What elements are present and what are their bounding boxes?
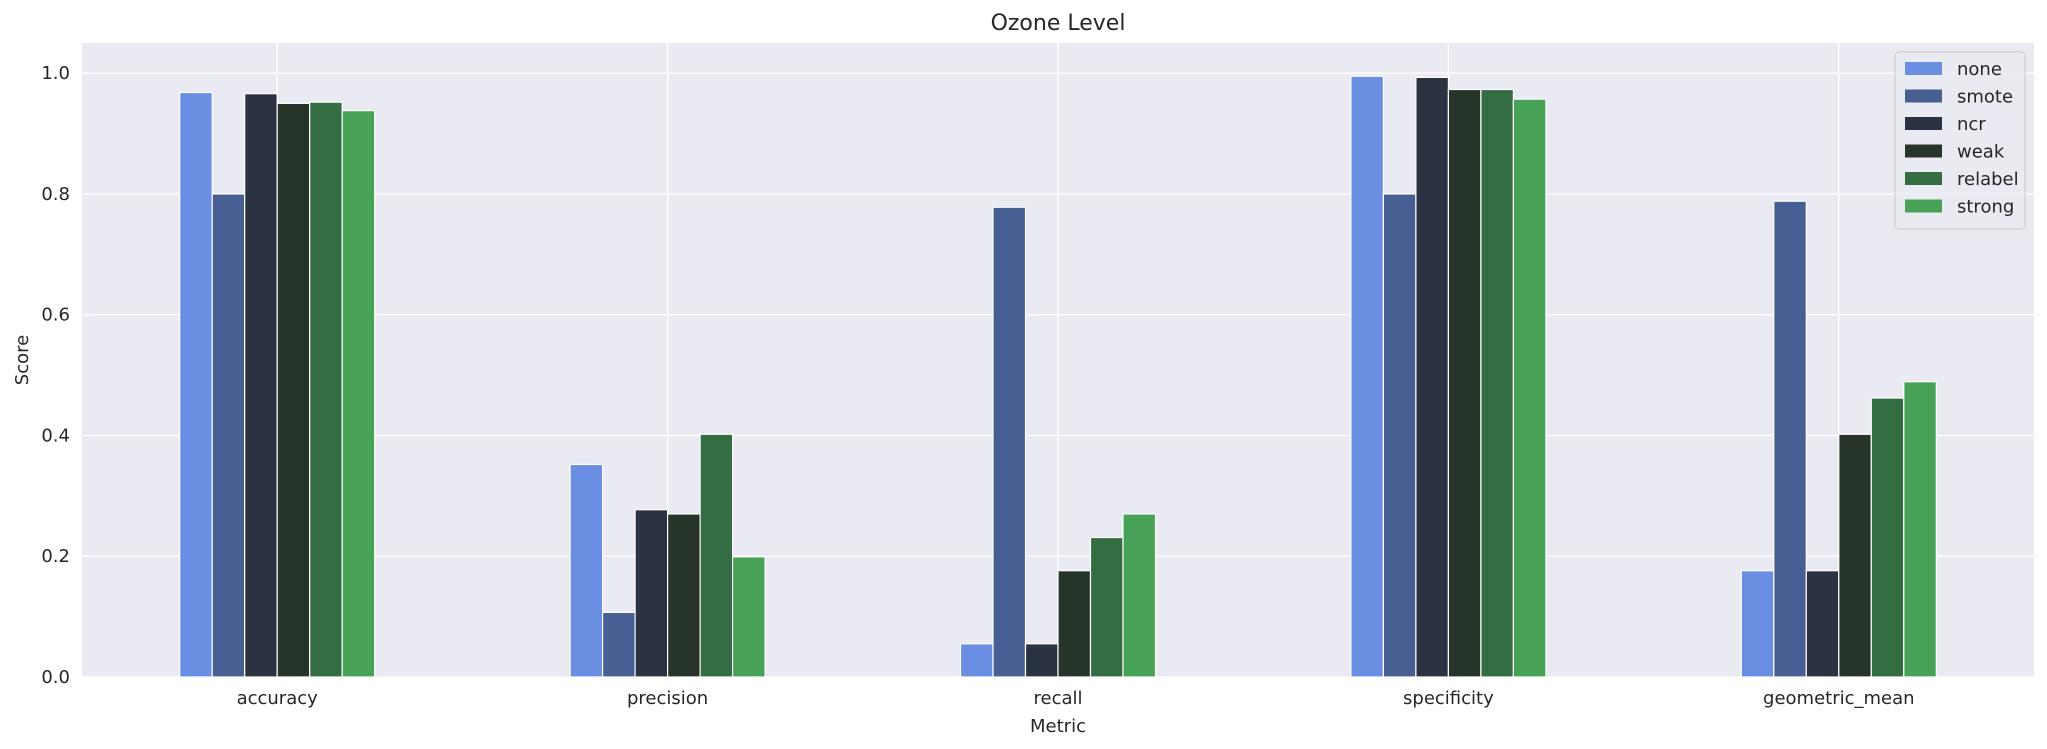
- y-tick-label: 0.8: [41, 184, 70, 205]
- bar-ncr-geometric_mean: [1805, 570, 1840, 678]
- bar-strong-recall: [1122, 513, 1157, 678]
- bar-strong-geometric_mean: [1903, 381, 1937, 678]
- bar-smote-accuracy: [211, 193, 246, 678]
- bars: [179, 75, 1937, 678]
- bar-relabel-specificity: [1480, 88, 1515, 678]
- legend-swatch-smote: [1905, 89, 1942, 103]
- series-strong: [341, 98, 1937, 678]
- bar-smote-geometric_mean: [1773, 200, 1807, 678]
- bar-smote-recall: [992, 206, 1027, 678]
- x-axis-label: Metric: [1030, 716, 1086, 737]
- bar-relabel-accuracy: [309, 101, 343, 678]
- legend-label-relabel: relabel: [1957, 169, 2019, 190]
- y-axis-label: Score: [12, 335, 33, 385]
- bar-none-accuracy: [179, 91, 213, 678]
- bar-weak-accuracy: [276, 102, 311, 678]
- chart-title: Ozone Level: [991, 11, 1126, 36]
- bar-none-specificity: [1350, 75, 1385, 678]
- legend-swatch-weak: [1905, 144, 1942, 158]
- legend-label-strong: strong: [1957, 197, 2014, 218]
- legend-label-none: none: [1957, 59, 2002, 80]
- y-tick-label: 0.4: [41, 425, 70, 446]
- x-tick-label: geometric_mean: [1763, 688, 1915, 709]
- bar-weak-precision: [666, 513, 701, 678]
- legend-label-ncr: ncr: [1957, 114, 1986, 135]
- y-tick-label: 0.2: [41, 546, 70, 567]
- bar-none-geometric_mean: [1740, 570, 1775, 678]
- series-relabel: [309, 88, 1905, 678]
- bar-ncr-precision: [634, 509, 669, 678]
- legend-swatch-none: [1905, 62, 1942, 75]
- legend-swatch-relabel: [1905, 172, 1942, 185]
- x-tick-label: precision: [627, 688, 708, 709]
- bar-ncr-specificity: [1415, 76, 1450, 678]
- y-tick-label: 0.6: [41, 305, 70, 326]
- bar-ncr-recall: [1024, 643, 1059, 678]
- bar-strong-precision: [731, 556, 766, 678]
- bar-weak-recall: [1057, 570, 1092, 678]
- bar-weak-specificity: [1447, 88, 1482, 678]
- y-tick-labels: 0.0 0.2 0.4 0.6 0.8 1.0: [41, 63, 70, 688]
- bar-relabel-geometric_mean: [1870, 397, 1905, 678]
- legend-swatch-strong: [1905, 199, 1942, 213]
- series-ncr: [244, 76, 1840, 678]
- bar-smote-precision: [601, 611, 636, 678]
- series-weak: [276, 88, 1872, 678]
- bar-smote-specificity: [1382, 193, 1417, 678]
- legend-swatch-ncr: [1905, 117, 1942, 130]
- bar-none-precision: [569, 463, 604, 678]
- legend-label-smote: smote: [1957, 87, 2013, 108]
- bar-none-recall: [959, 643, 994, 678]
- bar-weak-geometric_mean: [1838, 433, 1872, 678]
- bar-ncr-accuracy: [244, 93, 278, 678]
- legend: none smote ncr weak relabel strong: [1894, 51, 2026, 230]
- x-tick-label: specificity: [1403, 688, 1494, 709]
- y-tick-label: 0.0: [41, 667, 70, 688]
- legend-label-weak: weak: [1957, 142, 2005, 163]
- y-tick-label: 1.0: [41, 63, 70, 84]
- x-tick-label: recall: [1033, 688, 1082, 709]
- bar-relabel-precision: [699, 433, 734, 678]
- bar-relabel-recall: [1089, 536, 1124, 678]
- series-smote: [211, 193, 1807, 678]
- bar-strong-accuracy: [341, 110, 376, 678]
- x-tick-label: accuracy: [237, 688, 319, 709]
- x-tick-labels: accuracy precision recall specificity geomet…: [237, 688, 1915, 709]
- bar-strong-specificity: [1512, 98, 1547, 678]
